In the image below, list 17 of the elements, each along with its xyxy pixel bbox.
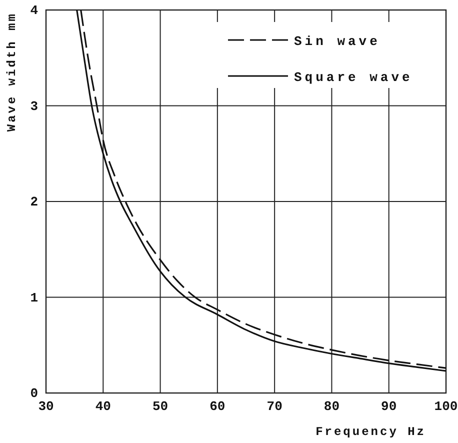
x-tick-label: 40 — [95, 399, 112, 414]
legend-label: Square wave — [294, 70, 413, 85]
y-tick-label: 1 — [30, 290, 38, 306]
x-tick-label: 50 — [152, 399, 168, 414]
x-tick-label: 80 — [324, 399, 340, 414]
x-tick-label: 30 — [38, 399, 54, 414]
x-axis-title: Frequency Hz — [316, 425, 426, 439]
x-tick-label: 70 — [266, 399, 283, 414]
y-axis-title: Wave width mm — [5, 12, 19, 132]
y-tick-label: 2 — [30, 194, 38, 210]
x-tick-label: 90 — [381, 399, 397, 414]
x-tick-label: 60 — [210, 399, 226, 414]
y-tick-label: 0 — [30, 386, 38, 402]
legend-label: Sin wave — [294, 34, 380, 49]
y-tick-label: 4 — [30, 3, 38, 18]
y-tick-label: 3 — [30, 98, 38, 114]
x-tick-label: 100 — [434, 399, 458, 414]
